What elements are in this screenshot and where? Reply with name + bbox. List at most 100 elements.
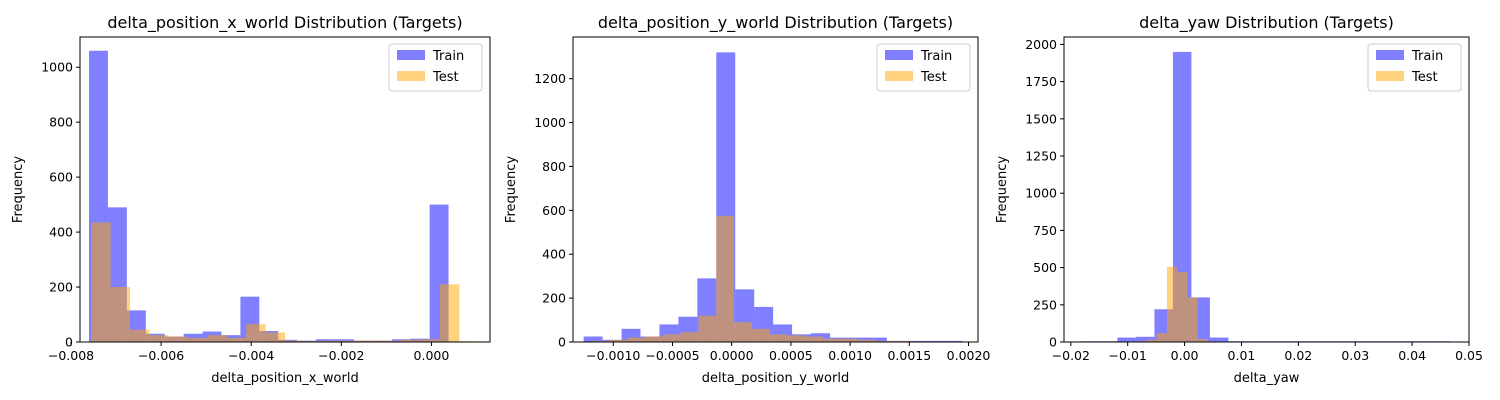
bar-test	[840, 338, 859, 342]
chart-title: delta_position_x_world Distribution (Tar…	[107, 13, 462, 33]
bar-test	[734, 322, 752, 342]
bar-test	[663, 334, 681, 342]
y-tick-label: 800	[542, 159, 566, 174]
x-tick-label: 0.03	[1341, 348, 1369, 363]
bar-train	[583, 336, 603, 342]
y-tick-label: 1500	[1025, 111, 1057, 126]
x-axis-label: delta_position_x_world	[211, 371, 358, 386]
bar-test	[609, 339, 628, 342]
x-tick-label: 0.01	[1228, 348, 1256, 363]
legend-swatch-test	[885, 71, 913, 81]
bar-train	[316, 339, 336, 342]
legend-swatch-train	[397, 50, 425, 60]
x-tick-label: −0.02	[1052, 348, 1090, 363]
y-tick-label: 0	[65, 335, 73, 350]
x-tick-label: 0.0015	[887, 348, 931, 363]
bar-test	[627, 337, 646, 342]
bar-test	[188, 337, 208, 342]
legend-label-train: Train	[920, 49, 952, 64]
bar-train	[943, 340, 963, 342]
bar-test	[91, 222, 111, 342]
x-axis-label: delta_position_y_world	[702, 371, 849, 386]
bar-test	[168, 336, 189, 342]
bar-test	[304, 340, 324, 342]
y-tick-label: 600	[49, 170, 73, 185]
series-test	[591, 215, 948, 342]
bar-test	[207, 335, 227, 342]
bar-test	[1156, 333, 1167, 342]
bar-test	[1197, 339, 1208, 342]
series-train	[583, 52, 963, 343]
legend-swatch-train	[1376, 50, 1404, 60]
bar-test	[1187, 297, 1198, 342]
bar-test	[401, 339, 421, 342]
bar-test	[110, 287, 131, 342]
chart-title: delta_position_y_world Distribution (Tar…	[598, 13, 953, 33]
bar-test	[893, 340, 912, 342]
x-tick-label: 0.02	[1284, 348, 1312, 363]
x-tick-label: 0.0000	[710, 348, 754, 363]
bar-train	[1135, 336, 1155, 342]
axes-frame	[1063, 36, 1470, 343]
bar-test	[285, 340, 305, 342]
y-axis-label: Frequency	[995, 156, 1010, 223]
bar-test	[149, 335, 169, 342]
x-tick-label: 0.0020	[947, 348, 991, 363]
bar-test	[362, 340, 382, 342]
bar-test	[226, 337, 247, 342]
bar-test	[591, 340, 610, 342]
series-train	[1080, 51, 1451, 342]
y-tick-label: 250	[1033, 297, 1057, 312]
bar-test	[805, 336, 823, 342]
x-tick-label: −0.0010	[586, 348, 640, 363]
y-tick-label: 2000	[1025, 37, 1057, 52]
x-tick-label: −0.01	[1109, 348, 1147, 363]
bar-test	[130, 329, 150, 342]
y-axis-label: Frequency	[11, 156, 26, 223]
y-tick-label: 1000	[534, 115, 566, 130]
bar-train	[1117, 337, 1136, 342]
y-tick-label: 800	[49, 115, 73, 130]
y-tick-label: 200	[49, 280, 73, 295]
x-axis-label: delta_yaw	[1234, 371, 1300, 386]
legend-swatch-test	[397, 71, 425, 81]
y-tick-label: 1750	[1025, 74, 1057, 89]
axes-frame	[79, 36, 491, 343]
bar-train	[1209, 337, 1229, 342]
legend-label-train: Train	[432, 49, 464, 64]
x-tick-label: 0.00	[1171, 348, 1199, 363]
bar-train	[867, 337, 887, 342]
x-tick-label: 0.04	[1398, 348, 1426, 363]
legend: Train Test	[876, 43, 971, 92]
y-tick-label: 0	[558, 335, 566, 350]
bar-test	[1166, 266, 1178, 342]
histogram-panel-delta-position-y: delta_position_y_world Distribution (Tar…	[504, 13, 990, 386]
legend-label-test: Test	[1411, 70, 1438, 85]
y-tick-label: 750	[1033, 223, 1057, 238]
bar-test	[420, 339, 440, 342]
legend-label-train: Train	[1411, 49, 1443, 64]
bar-test	[716, 215, 735, 342]
axes-frame	[572, 36, 979, 343]
y-tick-label: 600	[542, 203, 566, 218]
legend-swatch-test	[1376, 71, 1404, 81]
y-tick-label: 1200	[534, 71, 566, 86]
bar-test	[858, 339, 877, 342]
bar-test	[698, 315, 717, 342]
bar-test	[680, 332, 699, 342]
y-tick-label: 400	[542, 247, 566, 262]
x-tick-label: −0.008	[48, 348, 94, 363]
bar-test	[822, 338, 841, 342]
bar-train	[848, 337, 868, 342]
x-tick-label: −0.0005	[645, 348, 699, 363]
x-tick-label: −0.004	[228, 348, 274, 363]
bar-test	[439, 284, 460, 342]
x-tick-label: −0.006	[138, 348, 184, 363]
legend: Train Test	[1367, 43, 1462, 92]
bar-test	[876, 340, 894, 342]
bar-test	[323, 340, 344, 342]
bar-test	[1146, 339, 1157, 342]
bar-test	[645, 336, 663, 342]
bar-train	[335, 339, 354, 342]
